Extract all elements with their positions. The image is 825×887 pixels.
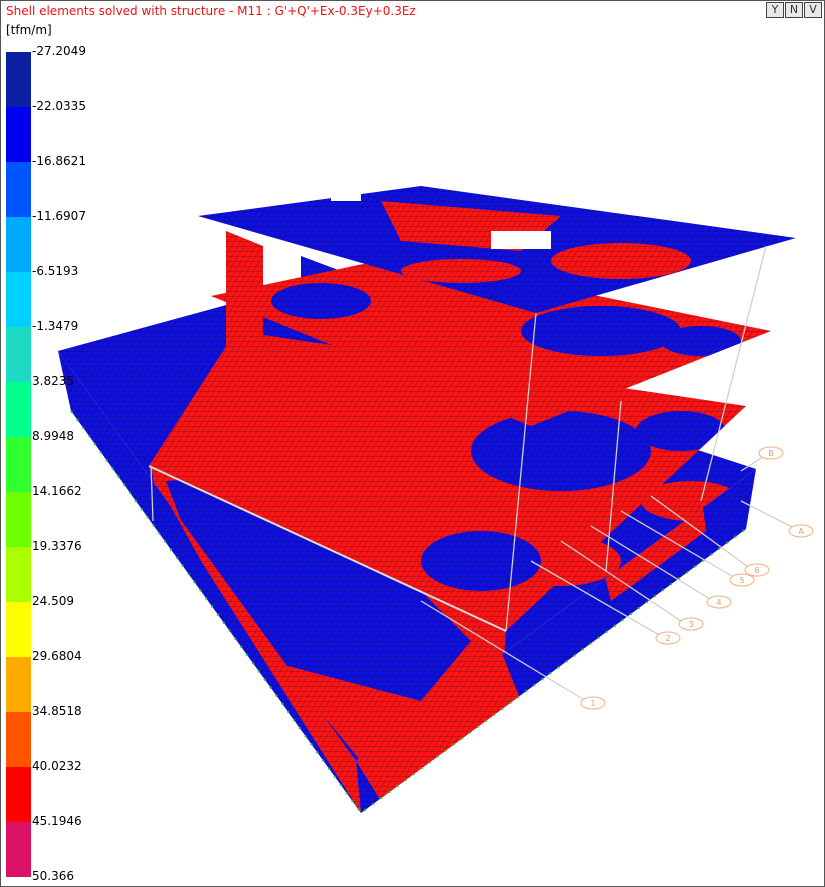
grid-bubble	[655, 631, 681, 645]
grid-bubble-label: 1	[590, 699, 595, 708]
slab-level-3	[211, 256, 771, 426]
grid-bubble	[729, 573, 755, 587]
legend-label: 50.366	[32, 869, 74, 883]
v-button[interactable]: V	[804, 2, 822, 18]
grid-bubble	[580, 696, 606, 710]
grid-bubble	[678, 617, 704, 631]
legend-band	[6, 52, 31, 107]
legend-band	[6, 327, 31, 382]
legend-label: 14.1662	[32, 484, 82, 498]
legend-band	[6, 437, 31, 492]
legend-band	[6, 492, 31, 547]
legend-label: 40.0232	[32, 759, 82, 773]
grid-bubble	[788, 524, 814, 538]
legend-band	[6, 822, 31, 877]
grid-lines	[150, 245, 797, 702]
view-title: Shell elements solved with structure - M…	[6, 4, 416, 18]
legend-label: 45.1946	[32, 814, 82, 828]
grid-bubble-label: 4	[716, 598, 721, 607]
grid-bubble-label: 5	[739, 576, 744, 585]
legend-label: 3.8235	[32, 374, 74, 388]
grid-bubble-label: A	[798, 527, 804, 536]
grid-bubble	[744, 563, 770, 577]
grid-bubbles: 1 2 3 4 5 6 A B	[580, 446, 814, 710]
grid-bubble-label: B	[768, 449, 774, 458]
legend-label: -16.8621	[32, 154, 86, 168]
legend-label: -27.2049	[32, 44, 86, 58]
legend-band	[6, 272, 31, 327]
view-toolbar: Y N V	[766, 2, 822, 18]
n-button[interactable]: N	[785, 2, 803, 18]
grid-bubble	[706, 595, 732, 609]
slab-roof	[198, 186, 796, 313]
grid-bubble-label: 3	[688, 620, 693, 629]
legend-band	[6, 657, 31, 712]
filter-button[interactable]: Y	[766, 2, 784, 18]
legend-band	[6, 382, 31, 437]
legend-band	[6, 217, 31, 272]
legend-label: -1.3479	[32, 319, 79, 333]
legend-label: 8.9948	[32, 429, 74, 443]
legend-band	[6, 767, 31, 822]
legend-band	[6, 602, 31, 657]
legend-label: 19.3376	[32, 539, 82, 553]
legend-band	[6, 547, 31, 602]
legend-label: 29.6804	[32, 649, 82, 663]
slab-level-2	[148, 331, 746, 632]
legend-label: 24.509	[32, 594, 74, 608]
legend-label: -11.6907	[32, 209, 86, 223]
legend-label: 34.8518	[32, 704, 82, 718]
legend-label: -6.5193	[32, 264, 79, 278]
grid-bubble-label: 6	[754, 566, 759, 575]
grid-bubble	[758, 446, 784, 460]
grid-bubble-label: 2	[665, 634, 670, 643]
legend-label: -22.0335	[32, 99, 86, 113]
legend-band	[6, 107, 31, 162]
legend-unit: [tfm/m]	[6, 23, 52, 37]
legend-band	[6, 712, 31, 767]
legend-band	[6, 162, 31, 217]
